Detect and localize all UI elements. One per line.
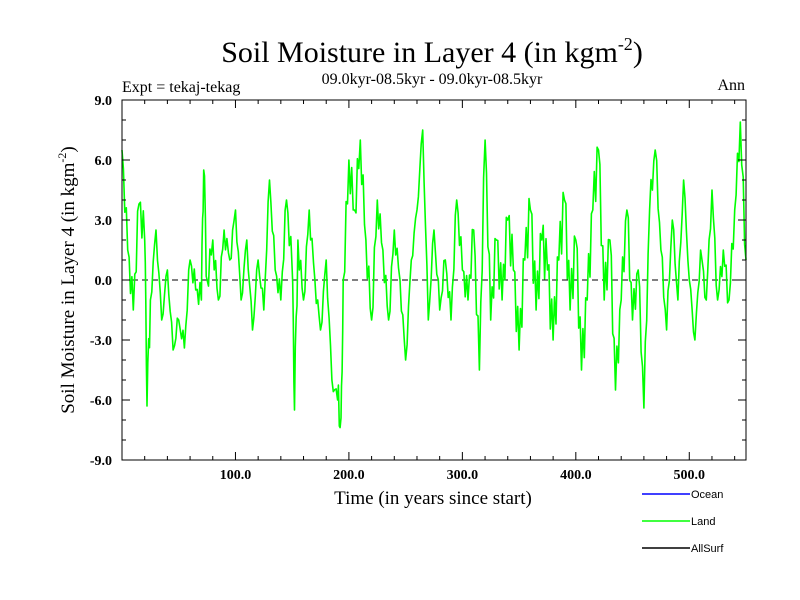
x-tick-label: 100.0: [220, 468, 252, 483]
y-tick-label: 3.0: [95, 214, 113, 229]
x-tick-label: 400.0: [560, 468, 592, 483]
x-tick-label: 300.0: [447, 468, 479, 483]
y-axis-label: Soil Moisture in Layer 4 (in kgm-2): [55, 146, 79, 414]
chart-subtitle: 09.0kyr-08.5kyr - 09.0kyr-08.5kyr: [322, 71, 543, 88]
series-layer: [121, 121, 747, 429]
y-axis-label-suffix: ): [58, 146, 79, 152]
series-line-land: [121, 121, 747, 429]
y-tick-label: -6.0: [90, 394, 112, 409]
y-tick-label: 6.0: [95, 154, 113, 169]
season-label: Ann: [717, 77, 745, 94]
y-axis-label-main: Soil Moisture in Layer 4 (in kgm: [58, 162, 79, 413]
chart-title-suffix: ): [633, 36, 643, 69]
experiment-label: Expt = tekaj-tekag: [122, 79, 240, 96]
legend-label-land: Land: [691, 516, 715, 528]
y-axis-label-superscript: -2: [55, 153, 69, 163]
y-tick-label: -3.0: [90, 334, 112, 349]
chart-title-superscript: -2: [618, 34, 633, 54]
legend: Ocean Land AllSurf: [642, 489, 724, 555]
ticks-layer: -9.0 -6.0 -3.0 0.0 3.0 6.0 9.0 100.0 200.0 300.0 4…: [90, 94, 746, 483]
x-tick-label: 500.0: [674, 468, 706, 483]
legend-label-ocean: Ocean: [691, 489, 723, 501]
y-tick-label: 9.0: [95, 94, 113, 109]
y-tick-label: 0.0: [95, 274, 113, 289]
chart-title: Soil Moisture in Layer 4 (in kgm-2): [221, 34, 643, 69]
x-axis-label: Time (in years since start): [334, 488, 532, 509]
plot-frame: [121, 99, 747, 461]
x-tick-label: 200.0: [333, 468, 365, 483]
chart-title-main: Soil Moisture in Layer 4 (in kgm: [221, 36, 618, 69]
y-tick-label: -9.0: [90, 454, 112, 469]
legend-label-allsurf: AllSurf: [691, 543, 724, 555]
